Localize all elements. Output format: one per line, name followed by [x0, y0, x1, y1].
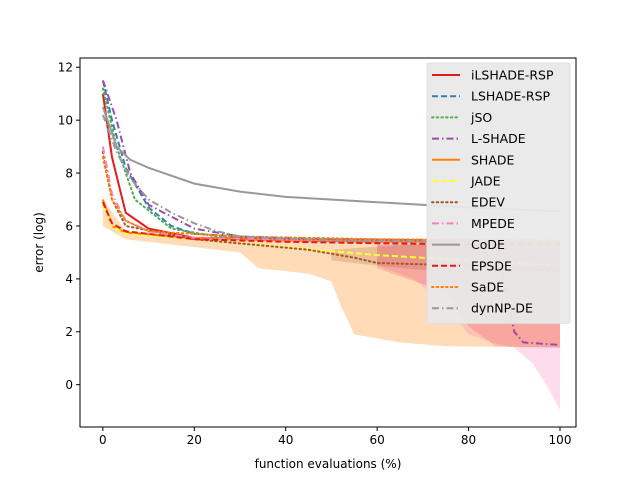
y-tick-label: 12: [58, 61, 73, 75]
series-line-11: [101, 114, 561, 245]
x-axis: 0 20 40 60 80 100: [99, 427, 571, 447]
series-line-10: [101, 156, 561, 242]
legend-box: [426, 62, 571, 324]
y-tick-label: 0: [65, 378, 73, 392]
legend-label: JADE: [470, 174, 501, 189]
y-axis: 0 2 4 6 8 10 12: [58, 61, 80, 392]
x-tick-label: 100: [549, 433, 572, 447]
y-tick-label: 10: [58, 113, 73, 127]
y-tick-label: 4: [65, 272, 73, 286]
legend-label: jSO: [470, 110, 492, 125]
legend-label: iLSHADE-RSP: [471, 68, 554, 83]
legend: iLSHADE-RSP LSHADE-RSP jSO L-SHADE SHADE JADE…: [426, 62, 571, 324]
legend-label: MPEDE: [471, 216, 515, 231]
x-axis-label: function evaluations (%): [255, 457, 402, 471]
legend-label: dynNP-DE: [471, 301, 533, 316]
legend-label: LSHADE-RSP: [471, 89, 551, 104]
series-line-8: [101, 106, 561, 213]
x-tick-label: 80: [461, 433, 476, 447]
series-layer: [101, 80, 561, 346]
x-tick-label: 60: [370, 433, 385, 447]
x-tick-label: 0: [99, 433, 107, 447]
legend-label: SHADE: [471, 152, 515, 167]
legend-label: L-SHADE: [471, 131, 526, 146]
y-tick-label: 6: [65, 219, 73, 233]
series-line-9: [101, 201, 560, 246]
legend-label: SaDE: [471, 280, 504, 295]
y-tick-label: 2: [65, 325, 73, 339]
legend-label: EPSDE: [471, 258, 512, 273]
plot-frame: [79, 57, 577, 428]
x-tick-label: 20: [187, 433, 202, 447]
legend-label: EDEV: [471, 195, 505, 210]
y-tick-label: 8: [65, 166, 73, 180]
y-axis-label: error (log): [32, 212, 46, 273]
legend-label: CoDE: [471, 237, 505, 252]
x-tick-label: 40: [278, 433, 293, 447]
